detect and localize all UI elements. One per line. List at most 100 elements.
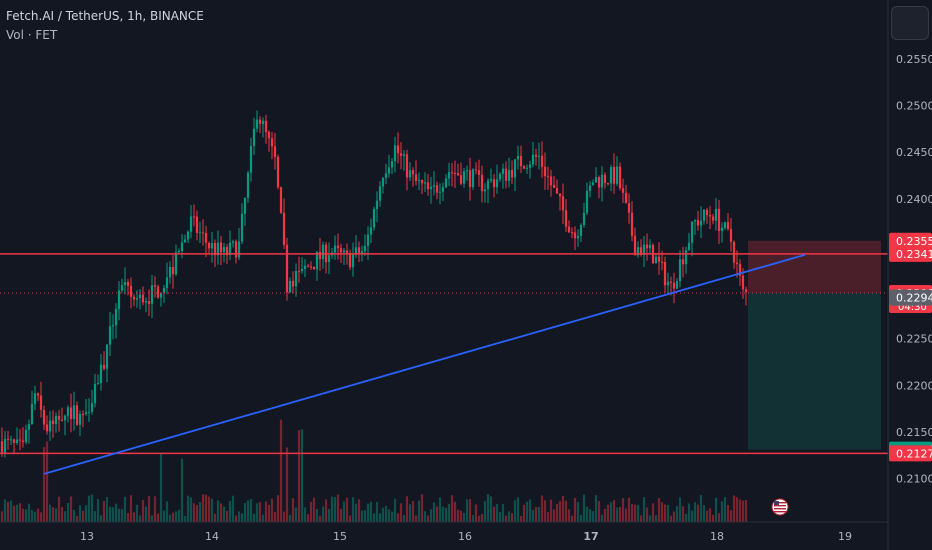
candle-body xyxy=(216,242,220,256)
candle-body xyxy=(636,247,640,256)
candle-body xyxy=(534,154,538,157)
time-tick-label: 13 xyxy=(80,530,94,543)
candle-body xyxy=(36,393,40,396)
position-tool[interactable] xyxy=(748,240,881,450)
volume-bar xyxy=(723,497,727,522)
candle-body xyxy=(345,250,349,253)
volume-bar xyxy=(699,494,703,522)
volume-bar xyxy=(126,513,130,522)
volume-bar xyxy=(738,499,742,522)
candle-body xyxy=(564,210,568,227)
candle-body xyxy=(555,187,559,194)
candle-body xyxy=(69,407,73,420)
volume-bar xyxy=(294,507,298,522)
volume-bar xyxy=(159,453,163,522)
volume-bar xyxy=(633,504,637,522)
candle-body xyxy=(42,409,46,425)
volume-bar xyxy=(243,502,247,522)
volume-bar xyxy=(684,513,688,522)
candle-body xyxy=(621,188,625,193)
volume-bar xyxy=(507,511,511,522)
volume-bar xyxy=(33,511,37,522)
candle-body xyxy=(717,208,721,231)
volume-bar xyxy=(18,503,22,522)
candle-body xyxy=(447,172,451,179)
volume-bar xyxy=(567,509,571,522)
candle-body xyxy=(222,247,226,253)
volume-bar xyxy=(498,511,502,522)
volume-bar xyxy=(423,511,427,522)
volume-bar xyxy=(468,499,472,522)
candle-body xyxy=(657,256,661,262)
candle-body xyxy=(693,220,697,222)
candle-body xyxy=(156,286,160,298)
candle-body xyxy=(444,178,448,188)
candle-body xyxy=(510,170,514,178)
candle-body xyxy=(528,164,532,168)
volume-bar xyxy=(207,496,211,522)
time-tick-label: 14 xyxy=(205,530,219,543)
candle-body xyxy=(450,172,454,174)
volume-bar xyxy=(732,495,736,522)
volume-bar xyxy=(486,494,490,522)
candle-body xyxy=(438,191,442,193)
volume-bar xyxy=(708,508,712,522)
volume-bar xyxy=(96,499,100,522)
volume-bar xyxy=(210,498,214,522)
candle-body xyxy=(504,168,508,181)
price-tick-label: 0.2400 xyxy=(896,193,932,206)
candle-body xyxy=(162,287,166,293)
volume-bar xyxy=(516,497,520,522)
volume-bar xyxy=(657,497,661,522)
candle-body xyxy=(435,185,439,193)
candle-body xyxy=(66,407,70,416)
candle-body xyxy=(246,172,250,198)
volume-bar xyxy=(741,500,745,522)
candle-body xyxy=(234,241,238,258)
candle-body xyxy=(342,250,346,253)
volume-bar xyxy=(360,510,364,522)
volume-bar xyxy=(552,509,556,522)
volume-bar xyxy=(696,504,700,522)
volume-bar xyxy=(513,500,517,522)
volume-bar xyxy=(264,501,268,522)
price-tick-label: 0.2250 xyxy=(896,333,932,346)
candle-body xyxy=(255,119,259,129)
candle-body xyxy=(117,290,121,310)
candle-body xyxy=(624,192,628,204)
time-axis[interactable]: 13 14 15 16 17 18 19 xyxy=(80,530,852,543)
volume-bar xyxy=(600,514,604,522)
candle-body xyxy=(177,251,181,253)
volume-bar xyxy=(618,507,622,522)
candle-body xyxy=(459,175,463,184)
price-label-text: 0.2127 xyxy=(896,447,932,460)
volume-bar xyxy=(348,515,352,522)
candle-body xyxy=(147,300,151,304)
volume-bar xyxy=(672,511,676,522)
volume-indicator-label[interactable]: Vol · FET xyxy=(6,28,58,42)
candle-body xyxy=(138,294,142,299)
volume-bar xyxy=(531,509,535,522)
volume-bar xyxy=(525,501,529,522)
volume-bar xyxy=(87,495,91,522)
candle-body xyxy=(210,243,214,249)
volume-bar xyxy=(204,494,208,522)
volume-bar xyxy=(414,515,418,522)
candle-body xyxy=(705,209,709,216)
volume-bar xyxy=(675,506,679,522)
chart-settings-button[interactable] xyxy=(891,6,929,40)
drawing-lines[interactable] xyxy=(0,253,888,516)
volume-bar xyxy=(438,497,442,522)
candle-body xyxy=(63,415,67,421)
candle-body xyxy=(669,281,673,283)
candle-body xyxy=(486,180,490,190)
candle-body xyxy=(213,243,217,256)
candle-body xyxy=(477,170,481,175)
volume-bar xyxy=(561,495,565,522)
volume-bar xyxy=(639,515,643,522)
candlesticks xyxy=(0,110,748,458)
candle-body xyxy=(513,159,517,178)
volume-bar xyxy=(363,510,367,522)
